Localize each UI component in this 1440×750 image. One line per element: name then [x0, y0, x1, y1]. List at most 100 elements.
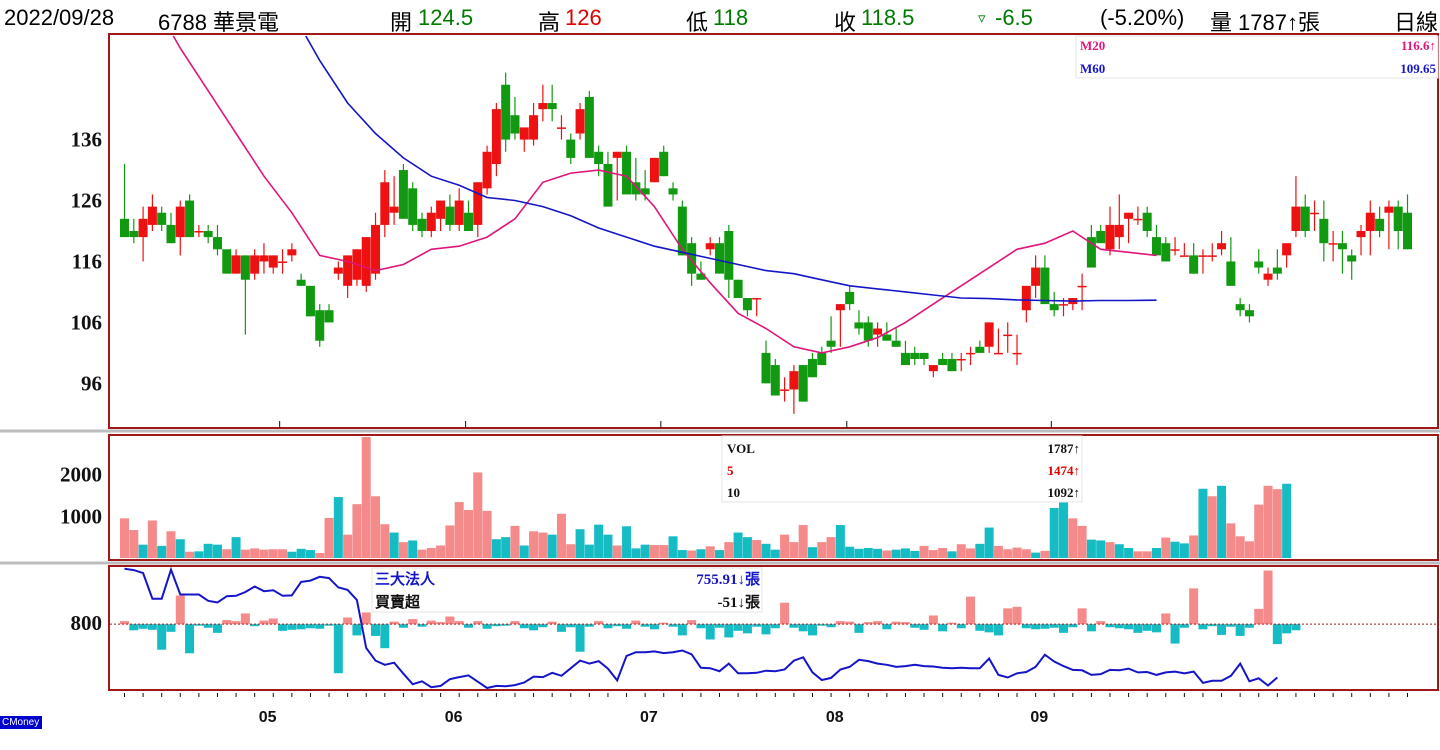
- candle-body: [538, 103, 548, 110]
- net-buy-bar: [1049, 624, 1059, 628]
- candle-body: [649, 157, 659, 183]
- candle-body: [705, 243, 715, 250]
- volume-bar: [594, 524, 604, 558]
- volume-bar: [157, 545, 167, 558]
- volume-bar: [1096, 540, 1106, 558]
- volume-bar: [640, 544, 650, 558]
- candle-body: [1235, 304, 1245, 311]
- candle-body: [1365, 212, 1375, 231]
- volume-bar: [993, 545, 1003, 558]
- net-buy-bar: [789, 624, 799, 628]
- volume-bar: [1105, 542, 1115, 558]
- legend-ma60-name: M60: [1080, 61, 1105, 76]
- legend-ma20-name: M20: [1080, 38, 1105, 53]
- net-buy-bar: [1170, 624, 1180, 644]
- volume-bar: [147, 520, 157, 558]
- volume-bar: [371, 496, 381, 558]
- volume-bar: [324, 517, 334, 558]
- volume-bar: [287, 551, 297, 558]
- candle-body: [212, 237, 222, 250]
- volume-bar: [538, 532, 548, 558]
- net-buy-bar: [612, 624, 622, 627]
- candle-body: [575, 109, 585, 134]
- net-buy-bar: [268, 618, 278, 625]
- net-buy-bar: [622, 624, 632, 629]
- volume-bar: [1142, 551, 1152, 558]
- candle-body: [566, 139, 576, 158]
- candle-body: [231, 255, 241, 274]
- net-buy-bar: [1282, 624, 1292, 634]
- net-buy-bar: [687, 620, 697, 625]
- net-buy-bar: [436, 622, 446, 625]
- candle-body: [138, 218, 148, 238]
- volume-bar: [482, 510, 492, 558]
- net-buy-bar: [798, 624, 808, 632]
- brand-logo: CMoney: [0, 716, 42, 729]
- candle-body: [1031, 267, 1041, 286]
- volume-bar: [529, 531, 539, 558]
- net-buy-bar: [649, 624, 659, 630]
- volume-bar: [649, 545, 659, 558]
- net-buy-bar: [371, 624, 381, 636]
- candle-body: [556, 127, 566, 129]
- net-buy-bar: [510, 621, 520, 625]
- net-buy-bar: [770, 624, 780, 629]
- price-legend: M20 116.6↑ M60 109.65: [1075, 35, 1439, 79]
- candle-body: [1244, 310, 1254, 317]
- candle-body: [631, 182, 641, 195]
- volume-bar: [1040, 550, 1050, 558]
- net-buy-bar: [324, 624, 334, 626]
- net-buy-bar: [594, 621, 604, 625]
- candle-body: [1021, 285, 1031, 311]
- volume-bar: [1207, 496, 1217, 558]
- candle-body: [594, 151, 604, 164]
- candle-body: [956, 358, 966, 361]
- volume-bar: [631, 548, 641, 558]
- net-buy-bar: [947, 622, 957, 625]
- candle-body: [1217, 243, 1227, 250]
- candle-body: [1207, 255, 1217, 257]
- candle-body: [222, 249, 232, 274]
- volume-bar: [333, 497, 343, 558]
- candle-body: [1375, 218, 1385, 231]
- price-tick-label: 126: [71, 189, 103, 213]
- candle-body: [185, 200, 195, 238]
- volume-bar: [780, 534, 790, 558]
- candle-body: [835, 304, 845, 311]
- volume-bar: [1049, 507, 1059, 558]
- candle-body: [668, 188, 678, 195]
- net-buy-bar: [361, 612, 371, 625]
- net-buy-bar: [1114, 624, 1124, 629]
- candle-body: [1254, 261, 1264, 268]
- candle-body: [733, 279, 743, 299]
- volume-bars: [120, 437, 1292, 558]
- volume-bar: [1161, 537, 1171, 558]
- candlesticks: [120, 72, 1412, 414]
- volume-bar: [1012, 547, 1022, 558]
- candle-body: [1179, 255, 1189, 257]
- net-buy-bar: [389, 621, 399, 625]
- candle-body: [1086, 237, 1096, 268]
- candle-body: [928, 365, 938, 372]
- candle-body: [482, 151, 492, 189]
- volume-bar: [1254, 504, 1264, 558]
- volume-bar: [807, 547, 817, 558]
- net-buy-bar: [529, 624, 539, 631]
- volume-bar: [575, 529, 585, 558]
- candle-body: [259, 255, 269, 262]
- legend-vol-value: 1787↑: [1048, 441, 1081, 456]
- net-buy-bar: [1198, 624, 1208, 630]
- volume-bar: [891, 549, 901, 558]
- candle-body: [417, 218, 427, 231]
- volume-bar: [752, 540, 762, 558]
- volume-bar: [659, 545, 669, 558]
- net-buy-bar: [696, 624, 706, 629]
- candle-body: [166, 224, 176, 244]
- open-value: 124.5: [418, 5, 474, 30]
- volume-bar: [873, 548, 883, 558]
- volume-bar: [612, 545, 622, 558]
- candle-body: [1300, 206, 1310, 231]
- net-buy-bar: [147, 624, 157, 630]
- net-buy-bar: [296, 624, 306, 630]
- candle-body: [1328, 243, 1338, 245]
